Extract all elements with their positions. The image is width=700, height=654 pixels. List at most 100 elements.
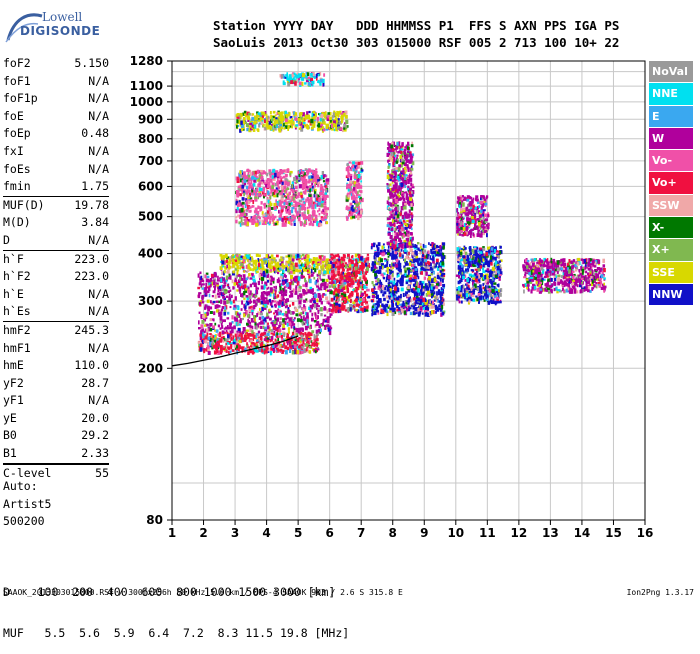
echo-point: [557, 277, 560, 281]
echo-point: [286, 211, 289, 213]
echo-point: [218, 296, 221, 298]
echo-point: [395, 251, 397, 254]
echo-point: [329, 285, 331, 287]
echo-point: [570, 274, 573, 277]
echo-point: [331, 298, 334, 302]
echo-point: [375, 283, 378, 285]
echo-point: [417, 248, 419, 251]
echo-point: [297, 282, 299, 286]
echo-point: [298, 306, 300, 309]
echo-point: [295, 328, 297, 331]
echo-point: [307, 341, 310, 343]
echo-point: [423, 244, 425, 248]
echo-point: [482, 268, 484, 271]
echo-point: [372, 295, 375, 298]
echo-point: [239, 331, 242, 333]
echo-point: [283, 342, 285, 346]
echo-point: [207, 349, 210, 351]
echo-point: [352, 289, 354, 291]
echo-point: [422, 254, 424, 257]
echo-point: [549, 265, 552, 268]
echo-point: [575, 279, 578, 283]
echo-point: [443, 302, 445, 305]
echo-point: [268, 291, 271, 295]
echo-point: [495, 270, 497, 274]
echo-point: [545, 271, 547, 274]
echo-point: [202, 315, 205, 319]
echo-point: [249, 260, 251, 263]
echo-point: [295, 307, 297, 311]
echo-point: [213, 282, 215, 285]
echo-point: [205, 348, 207, 350]
echo-point: [293, 319, 295, 321]
echo-point: [289, 349, 291, 353]
echo-point: [398, 261, 400, 264]
echo-point: [331, 276, 333, 280]
echo-point: [270, 261, 273, 263]
echo-point: [363, 272, 365, 275]
echo-point: [236, 289, 238, 291]
echo-point: [200, 276, 202, 280]
echo-point: [333, 286, 336, 289]
echo-point: [352, 302, 355, 305]
echo-point: [235, 296, 237, 300]
echo-point: [228, 287, 230, 289]
echo-point: [301, 351, 304, 354]
echo-point: [226, 296, 228, 298]
echo-point: [200, 330, 202, 334]
echo-point: [474, 250, 477, 254]
echo-point: [482, 248, 485, 251]
echo-point: [561, 275, 563, 278]
echo-point: [420, 262, 423, 266]
echo-point: [581, 278, 583, 280]
echo-point: [345, 264, 347, 268]
echo-point: [466, 278, 469, 282]
echo-point: [328, 275, 330, 279]
echo-point: [525, 272, 527, 275]
echo-point: [487, 263, 489, 266]
echo-point: [270, 283, 272, 286]
echo-point: [393, 281, 395, 285]
echo-point: [238, 257, 240, 261]
echo-point: [489, 279, 492, 283]
echo-point: [489, 286, 491, 288]
echo-point: [250, 284, 252, 288]
echo-point: [344, 294, 347, 297]
echo-point: [242, 318, 244, 320]
echo-point: [478, 250, 480, 252]
echo-point: [469, 274, 472, 277]
echo-point: [256, 290, 258, 294]
echo-point: [568, 269, 571, 273]
echo-point: [378, 242, 381, 246]
echo-point: [274, 296, 276, 299]
echo-point: [228, 351, 230, 354]
echo-point: [247, 290, 250, 294]
echo-point: [355, 275, 358, 277]
echo-point: [318, 259, 320, 261]
echo-point: [300, 312, 302, 315]
echo-point: [260, 338, 262, 340]
echo-point: [261, 285, 264, 289]
echo-point: [259, 308, 261, 311]
echo-point: [577, 262, 580, 265]
echo-point: [200, 347, 203, 351]
echo-point: [315, 281, 317, 284]
echo-point: [270, 351, 272, 355]
echo-point: [389, 311, 391, 313]
echo-point: [285, 314, 288, 317]
y-tick-label: 1280: [130, 54, 163, 68]
echo-point: [413, 306, 416, 310]
echo-point: [552, 259, 555, 262]
echo-point: [404, 268, 407, 271]
echo-point: [270, 287, 273, 291]
y-tick-label: 1000: [130, 95, 163, 109]
echo-point: [305, 343, 308, 347]
echo-point: [236, 337, 238, 341]
echo-point: [374, 255, 376, 259]
echo-point: [248, 173, 250, 175]
echo-point: [392, 286, 394, 289]
echo-point: [330, 281, 332, 284]
echo-point: [330, 314, 332, 318]
echo-point: [266, 313, 268, 317]
echo-point: [251, 318, 253, 322]
